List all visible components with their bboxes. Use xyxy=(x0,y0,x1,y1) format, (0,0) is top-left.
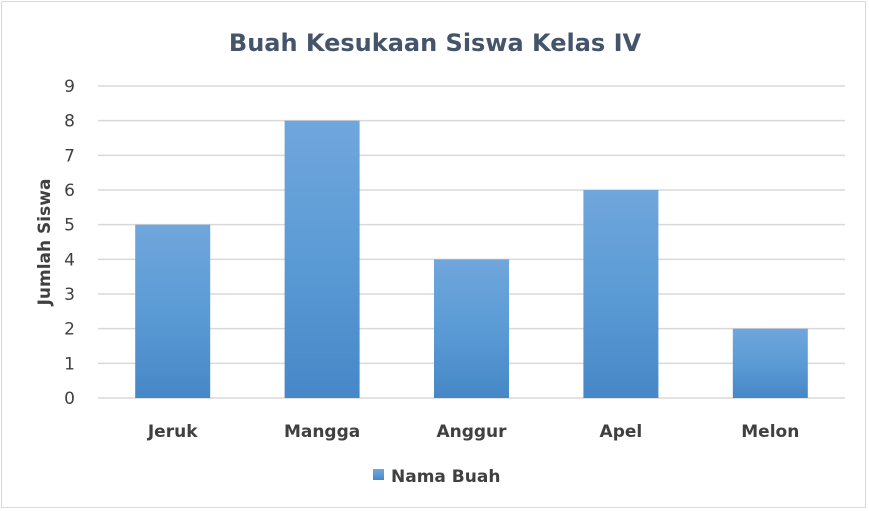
y-tick-label: 7 xyxy=(64,146,75,166)
bar-melon xyxy=(732,328,808,398)
bar-apel xyxy=(583,190,659,398)
bar-jeruk xyxy=(135,224,211,398)
y-tick-label: 6 xyxy=(64,181,75,201)
bar-anggur xyxy=(434,259,509,398)
legend-label: Nama Buah xyxy=(391,467,500,487)
x-tick-label: Anggur xyxy=(436,422,507,442)
chart-title: Buah Kesukaan Siswa Kelas IV xyxy=(229,29,642,57)
y-tick-label: 3 xyxy=(64,285,75,305)
x-tick-label: Jeruk xyxy=(147,422,198,442)
y-tick-label: 0 xyxy=(64,389,75,409)
legend-swatch xyxy=(373,469,384,480)
x-tick-label: Mangga xyxy=(284,422,360,442)
x-tick-label: Melon xyxy=(741,422,799,442)
y-tick-label: 4 xyxy=(64,250,75,270)
y-tick-label: 5 xyxy=(64,216,75,236)
x-tick-label: Apel xyxy=(600,422,643,442)
y-tick-label: 9 xyxy=(64,77,75,97)
y-axis-label: Jumlah Siswa xyxy=(35,179,55,307)
y-tick-label: 2 xyxy=(64,320,75,340)
bar-mangga xyxy=(284,120,360,399)
y-tick-label: 1 xyxy=(64,354,75,374)
y-tick-label: 8 xyxy=(64,112,75,132)
